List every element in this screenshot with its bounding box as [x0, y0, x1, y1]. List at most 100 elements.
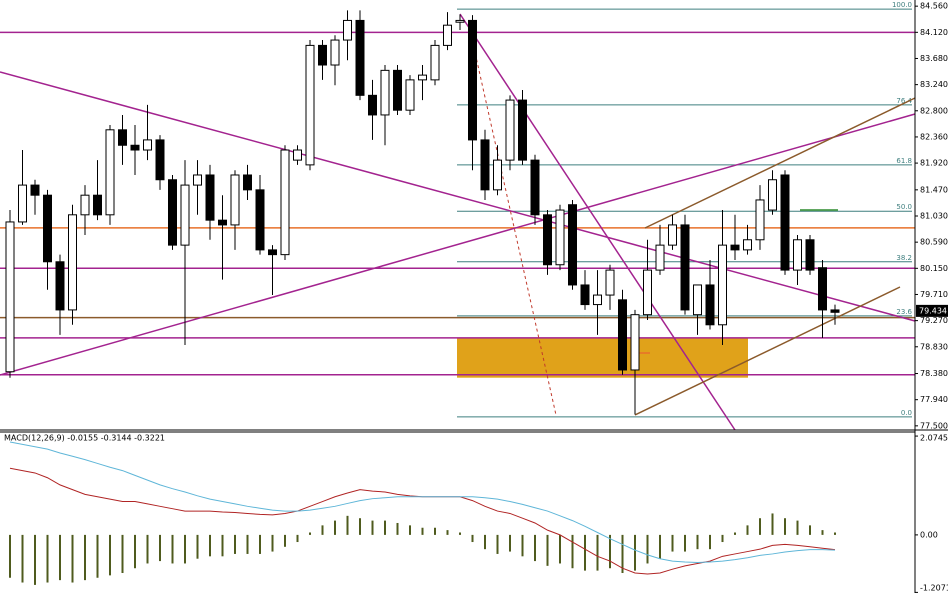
candle-body	[343, 19, 352, 41]
candle-body	[580, 284, 590, 306]
y-tick-label: 2.0745	[920, 434, 948, 443]
candle-body	[805, 239, 815, 271]
macd-line	[9, 441, 836, 564]
y-tick-label: 80.590	[920, 238, 948, 247]
y-tick-label: 0.00	[920, 530, 938, 539]
candle-body	[355, 19, 365, 96]
candle-body	[780, 174, 790, 271]
candle-body	[130, 144, 140, 151]
candle-body	[305, 44, 315, 166]
candle-body	[168, 179, 177, 246]
fib-label: 50.0	[896, 203, 912, 211]
candle-body	[455, 19, 465, 23]
candle-body	[68, 214, 77, 311]
y-tick-label: 80.150	[920, 264, 948, 273]
zone	[457, 337, 748, 378]
candle-body	[830, 309, 840, 313]
fib-label: 61.8	[896, 157, 912, 165]
y-tick-label: 81.030	[920, 212, 948, 221]
candle-body	[243, 174, 252, 191]
y-tick-label: 78.380	[920, 369, 948, 378]
candle-body	[155, 139, 165, 181]
candle-body	[230, 174, 240, 226]
candle-body	[743, 239, 752, 251]
candle-body	[380, 69, 390, 116]
candle-body	[618, 299, 627, 371]
candle-body	[368, 94, 377, 116]
candle-body	[555, 209, 565, 266]
y-tick-label: 79.710	[920, 290, 948, 299]
trend-line	[0, 113, 916, 376]
y-tick-label: 82.360	[920, 132, 948, 141]
fib-label: 0.0	[901, 409, 912, 417]
candle-body	[118, 129, 127, 146]
candle-body	[543, 214, 552, 266]
last-price-box	[916, 304, 948, 317]
candle-body	[280, 149, 290, 256]
candle-body	[668, 224, 677, 246]
fib-label: 76.4	[896, 97, 912, 105]
candle-body	[755, 199, 765, 241]
last-price-label: 79.434	[919, 306, 947, 315]
candle-body	[768, 179, 777, 211]
channel-line	[644, 97, 916, 229]
candle-body	[530, 159, 540, 216]
candle-body	[93, 194, 102, 216]
candle-body	[480, 139, 490, 191]
candle-body	[143, 139, 152, 151]
candle-body	[568, 204, 577, 286]
candle-body	[80, 194, 90, 216]
y-tick-label: 81.920	[920, 159, 948, 168]
trend-line	[459, 13, 736, 431]
candle-body	[393, 69, 402, 111]
candle-body	[468, 19, 477, 141]
y-tick-label: 77.940	[920, 395, 948, 404]
y-tick-label: 77.500	[920, 421, 948, 430]
fib-label: 23.6	[896, 308, 912, 316]
candle-body	[255, 189, 265, 251]
candle-body	[330, 39, 340, 66]
candles	[5, 10, 840, 415]
candle-body	[105, 129, 115, 216]
candle-body	[418, 74, 427, 81]
candle-body	[693, 284, 702, 316]
candle-body	[205, 174, 215, 221]
candle-body	[405, 79, 415, 111]
candle-body	[605, 269, 615, 296]
candle-body	[318, 44, 327, 66]
y-tick-label: 84.120	[920, 28, 948, 37]
candle-body	[593, 294, 602, 306]
candle-body	[18, 184, 27, 223]
candle-body	[630, 314, 640, 371]
y-tick-label: 81.470	[920, 185, 948, 194]
y-tick-label: 83.240	[920, 80, 948, 89]
candle-body	[268, 249, 277, 256]
candle-body	[730, 244, 740, 251]
candle-body	[5, 221, 15, 373]
candle-body	[705, 284, 715, 326]
candle-body	[518, 99, 527, 161]
y-tick-label: 84.560	[920, 2, 948, 11]
channel-line	[634, 286, 901, 416]
y-tick-label: 83.680	[920, 54, 948, 63]
candle-body	[655, 244, 665, 271]
candle-body	[818, 267, 827, 311]
candle-body	[680, 224, 690, 311]
fib-label: 38.2	[896, 254, 912, 262]
macd-title: MACD(12,26,9) -0.0155 -0.3144 -0.3221	[4, 434, 165, 443]
candle-body	[718, 244, 727, 326]
candle-body	[293, 149, 302, 161]
candle-body	[193, 174, 202, 186]
candle-body	[43, 194, 52, 263]
candle-body	[643, 269, 652, 316]
candle-body	[30, 184, 40, 196]
y-tick-label: -1.2071	[920, 584, 948, 593]
candle-body	[55, 261, 65, 311]
fib-label: 100.0	[892, 1, 912, 9]
candle-body	[443, 24, 452, 46]
y-tick-label: 79.270	[920, 316, 948, 325]
candle-body	[505, 99, 515, 161]
y-tick-label: 78.830	[920, 342, 948, 351]
candle-body	[430, 44, 440, 81]
